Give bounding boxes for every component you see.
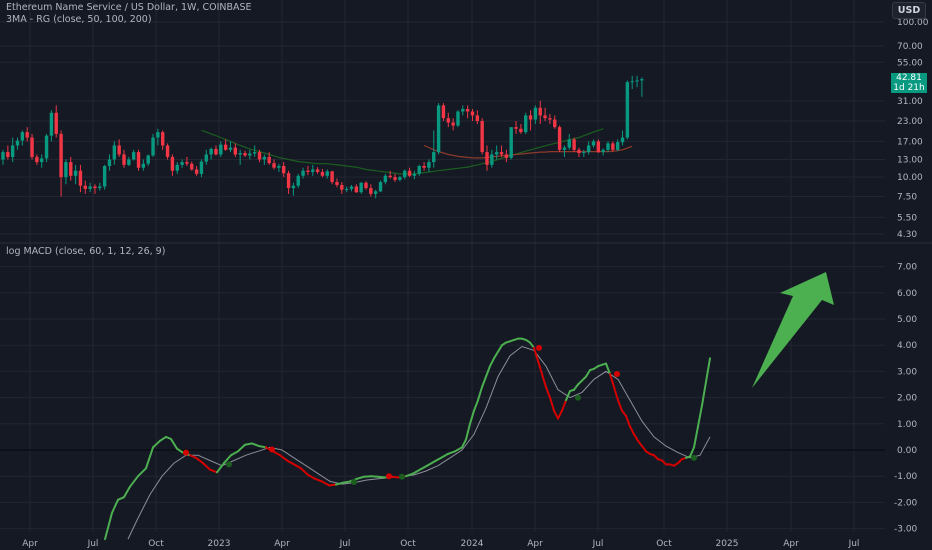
last-price-value: 42.81 xyxy=(896,73,922,83)
time-tick: Apr xyxy=(783,539,799,549)
last-price-label: 42.81 1d 21h xyxy=(891,73,927,93)
time-tick: 2023 xyxy=(208,539,231,549)
price-tick: 7.50 xyxy=(897,193,917,203)
time-tick: 2025 xyxy=(716,539,739,549)
time-tick: Apr xyxy=(527,539,543,549)
macd-tick: 1.00 xyxy=(897,420,917,430)
time-tick: Oct xyxy=(148,539,164,549)
cross-marker xyxy=(269,446,275,453)
price-tick: 10.00 xyxy=(897,173,923,183)
time-tick: Apr xyxy=(22,539,38,549)
time-tick: Oct xyxy=(656,539,672,549)
currency-button[interactable]: USD xyxy=(892,2,926,19)
indicator-legend-macd[interactable]: log MACD (close, 60, 1, 12, 26, 9) xyxy=(6,246,166,257)
price-candles xyxy=(1,75,644,199)
price-axis[interactable]: 100.00 70.00 55.00 31.00 23.00 17.00 13.00 10.0… xyxy=(897,18,929,240)
cross-marker xyxy=(183,449,189,456)
time-tick: Apr xyxy=(274,539,290,549)
macd-tick: 5.00 xyxy=(897,315,917,325)
price-tick: 55.00 xyxy=(897,58,923,68)
cross-marker xyxy=(575,394,581,401)
cross-marker xyxy=(614,371,620,378)
time-tick: Jul xyxy=(339,539,351,549)
macd-tick: 2.00 xyxy=(897,394,917,404)
time-tick: Jul xyxy=(848,539,860,549)
grid-lines xyxy=(0,0,885,532)
arrow-up-icon xyxy=(752,272,834,388)
macd-tick: 4.00 xyxy=(897,341,917,351)
symbol-title[interactable]: Ethereum Name Service / US Dollar, 1W, C… xyxy=(6,2,252,13)
price-tick: 100.00 xyxy=(897,18,929,28)
time-tick: Jul xyxy=(592,539,604,549)
macd-lines xyxy=(104,337,711,541)
cross-marker xyxy=(226,461,232,468)
macd-tick: 0.00 xyxy=(897,446,917,456)
moving-average-lines xyxy=(201,128,633,175)
cross-marker xyxy=(351,478,357,485)
price-tick: 23.00 xyxy=(897,117,923,127)
price-tick: 4.30 xyxy=(897,230,917,240)
macd-axis[interactable]: 7.00 6.00 5.00 4.00 3.00 2.00 1.00 0.00 -1.00 -2.… xyxy=(894,263,918,535)
macd-tick: -3.00 xyxy=(894,525,918,535)
macd-tick: 6.00 xyxy=(897,289,917,299)
price-tick: 70.00 xyxy=(897,42,923,52)
price-tick: 5.50 xyxy=(897,213,917,223)
indicator-legend-3ma[interactable]: 3MA - RG (close, 50, 100, 200) xyxy=(6,14,152,25)
time-axis[interactable]: Apr Jul Oct 2023 Apr Jul Oct 2024 Apr Jul Oct 2025 A… xyxy=(22,539,859,549)
cross-marker xyxy=(536,344,542,351)
time-tick: 2024 xyxy=(461,539,484,549)
time-tick: Oct xyxy=(400,539,416,549)
price-tick: 17.00 xyxy=(897,137,923,147)
price-tick: 13.00 xyxy=(897,155,923,165)
bar-countdown: 1d 21h xyxy=(893,83,925,93)
macd-tick: 3.00 xyxy=(897,367,917,377)
time-tick: Jul xyxy=(87,539,99,549)
macd-tick: 7.00 xyxy=(897,263,917,273)
macd-tick: -1.00 xyxy=(894,472,918,482)
cross-marker xyxy=(386,473,392,480)
price-tick: 31.00 xyxy=(897,97,923,107)
macd-tick: -2.00 xyxy=(894,498,918,508)
cross-marker xyxy=(691,454,697,461)
cross-marker xyxy=(399,473,405,480)
